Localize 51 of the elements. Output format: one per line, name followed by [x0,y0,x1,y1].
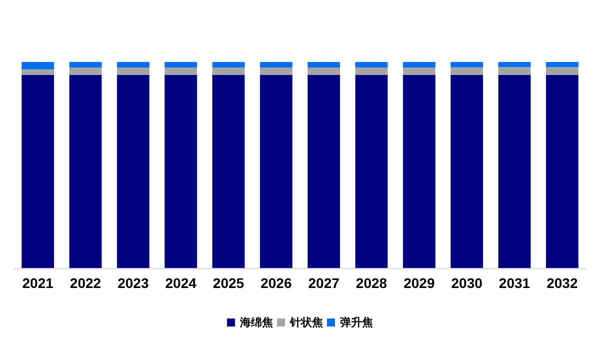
x-tick-label: 2027 [308,275,340,291]
bar [69,74,102,268]
x-tick-label: 2028 [356,275,388,291]
bar [308,68,340,75]
x-tick-label: 2024 [165,275,197,291]
bar [498,67,531,75]
x-tick-label: 2031 [498,275,530,291]
bar [69,68,102,75]
x-tick-label: 2021 [22,275,54,291]
legend-label: 海绵焦 [239,316,273,329]
x-tick-label: 2030 [451,275,483,291]
bar [260,74,292,268]
bar [116,74,150,268]
bar [450,67,484,75]
bar [402,62,436,68]
x-tick-label: 2032 [546,275,578,291]
bar [22,62,54,70]
bar [260,62,292,68]
bar [546,62,578,68]
bar [498,74,531,268]
bar [164,62,198,68]
bar [450,74,484,268]
bar [116,62,150,68]
legend-label: 针状焦 [289,316,323,329]
bar [546,74,578,268]
bar [212,74,245,268]
bar [212,68,245,75]
bar [164,74,198,268]
x-tick-label: 2025 [212,275,244,291]
x-tick-label: 2029 [404,275,435,291]
bar [22,69,54,75]
bar [355,74,388,268]
bar [355,68,388,75]
bar [308,74,340,268]
bar [212,62,245,68]
bar [116,68,150,75]
bar [402,68,436,75]
bar [450,62,484,68]
bar [355,62,388,68]
x-tick-label: 2022 [70,275,102,291]
bar [402,74,436,268]
legend-label: 弹升焦 [340,316,373,329]
bar [308,62,340,68]
bar [69,62,102,68]
bar [498,62,531,68]
bar [22,74,54,268]
bar [546,67,578,75]
bar [260,68,292,75]
x-tick-label: 2026 [260,275,292,291]
x-tick-label: 2023 [118,275,149,291]
bar [164,68,198,75]
